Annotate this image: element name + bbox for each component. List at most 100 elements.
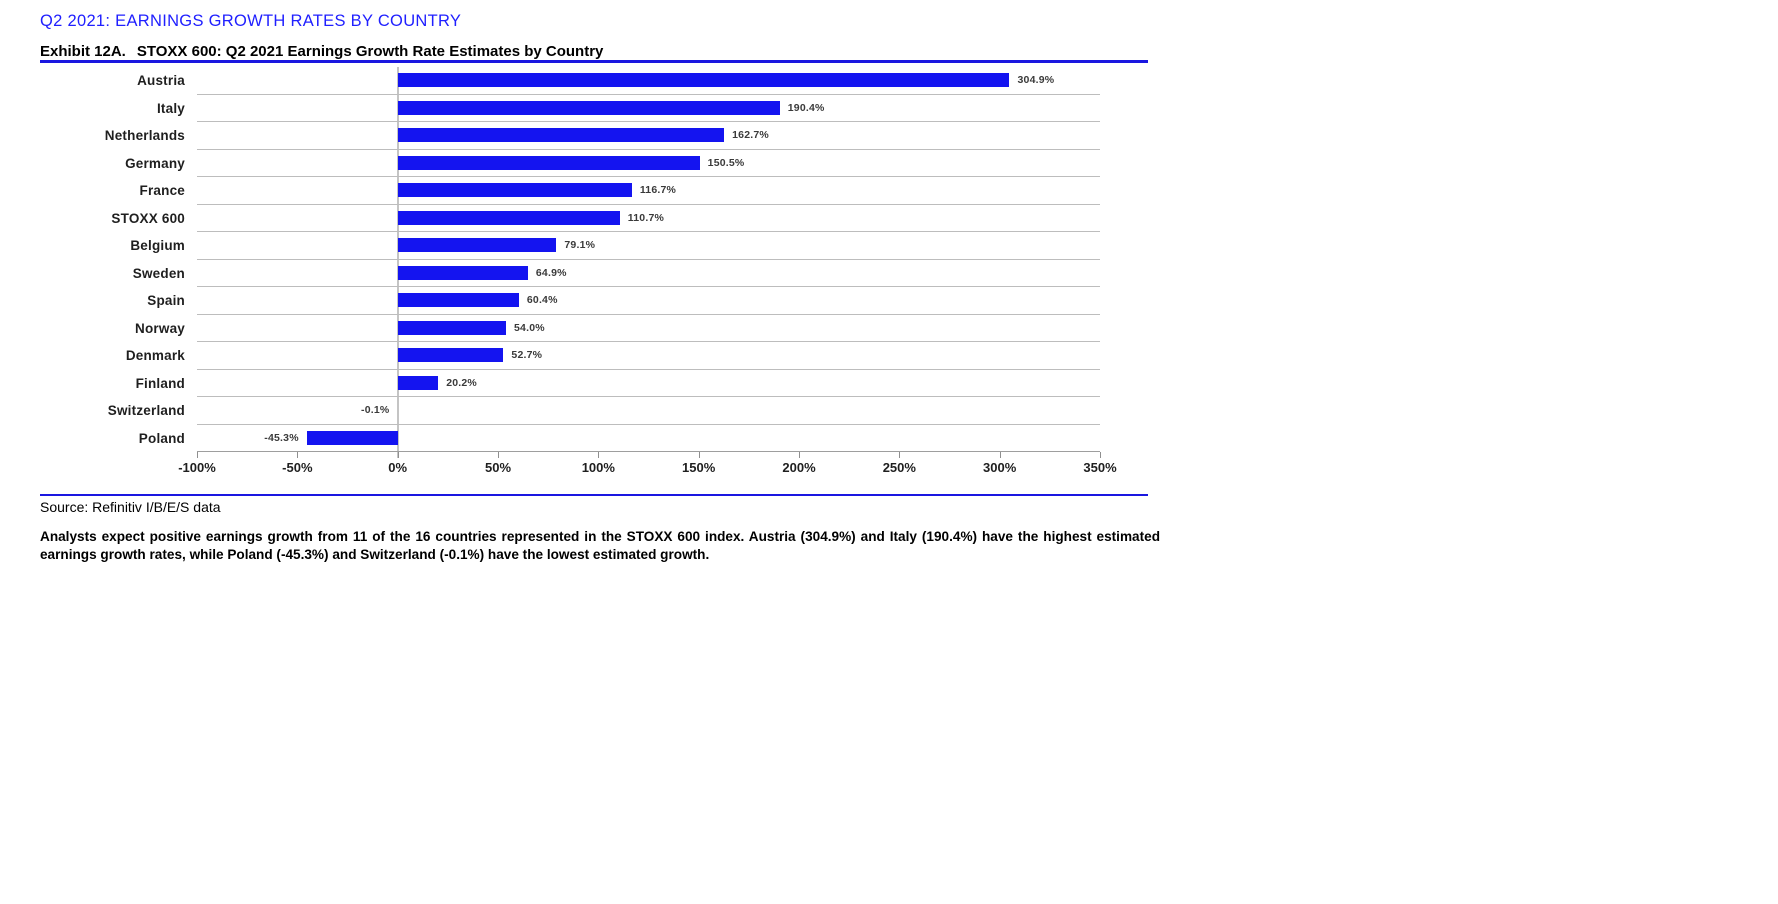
category-label: Poland	[138, 430, 185, 446]
axis-tick-label: 50%	[484, 460, 512, 475]
plot-cell: -0.1%	[197, 397, 1100, 425]
plot-cell: 162.7%	[197, 122, 1100, 150]
category-label: Italy	[156, 100, 185, 116]
chart-row: STOXX 600 110.7%	[40, 205, 1100, 232]
axis-tick	[598, 452, 600, 458]
axis-tick	[698, 452, 700, 458]
plot-cell: 52.7%	[197, 342, 1100, 370]
axis-tick	[999, 452, 1001, 458]
commentary-paragraph: Analysts expect positive earnings growth…	[40, 529, 1160, 563]
bar-austria	[397, 73, 1010, 88]
chart-row: Belgium 79.1%	[40, 232, 1100, 260]
zero-axis-line	[396, 67, 399, 458]
category-label: Denmark	[125, 348, 185, 364]
chart-row: France 116.7%	[40, 177, 1100, 205]
bar-stoxx-600	[397, 210, 620, 225]
chart-row: Netherlands 162.7%	[40, 122, 1100, 150]
plot-cell: 60.4%	[197, 287, 1100, 315]
value-label: 110.7%	[627, 211, 665, 224]
axis-tick	[397, 452, 399, 458]
value-label: 150.5%	[707, 156, 745, 169]
value-label: 304.9%	[1017, 74, 1055, 87]
bar-sweden	[397, 265, 528, 280]
axis-tick	[297, 452, 299, 458]
category-label: Spain	[147, 293, 185, 309]
plot-cell: 54.0%	[197, 315, 1100, 342]
category-label: Netherlands	[104, 128, 185, 144]
axis-tick-label: -100%	[178, 460, 216, 475]
axis-tick-label: -50%	[282, 460, 313, 475]
category-label: Switzerland	[107, 403, 185, 419]
value-label: -0.1%	[361, 404, 390, 417]
bar-denmark	[397, 348, 504, 363]
axis-tick	[498, 452, 499, 458]
bar-norway	[397, 320, 507, 335]
chart-row: Poland -45.3%	[40, 425, 1100, 452]
source-note: Source: Refinitiv I/B/E/S data	[40, 499, 221, 515]
chart-row: Finland 20.2%	[40, 370, 1100, 397]
category-label: Austria	[137, 73, 185, 89]
category-label: STOXX 600	[111, 210, 185, 226]
bar-netherlands	[397, 128, 725, 143]
value-label: 52.7%	[511, 349, 543, 362]
chart-row: Germany 150.5%	[40, 150, 1100, 177]
axis-tick	[197, 452, 198, 458]
chart-row: Denmark 52.7%	[40, 342, 1100, 370]
plot-cell: 79.1%	[197, 232, 1100, 260]
chart-row: Switzerland -0.1%	[40, 397, 1100, 425]
axis-tick-label: 0%	[388, 460, 408, 475]
exhibit-label: Exhibit 12A.	[40, 43, 126, 60]
value-label: 54.0%	[514, 321, 545, 334]
category-label: Sweden	[132, 265, 185, 281]
value-label: 60.4%	[526, 294, 558, 307]
bar-poland	[306, 430, 398, 445]
value-label: 64.9%	[535, 266, 567, 279]
value-label: 20.2%	[446, 376, 477, 389]
chart-plot-area: Austria 304.9% Italy 190.4% Netherlands 162.7…	[40, 67, 1100, 458]
bar-italy	[397, 100, 780, 115]
axis-tick	[1100, 452, 1101, 458]
page-title: Q2 2021: EARNINGS GROWTH RATES BY COUNTR…	[40, 12, 462, 30]
value-label: 116.7%	[639, 184, 677, 197]
category-label: Finland	[135, 375, 185, 391]
axis-tick	[799, 452, 800, 458]
axis-tick-label: 200%	[782, 460, 816, 475]
bar-germany	[397, 155, 700, 170]
axis-tick-label: 150%	[682, 460, 716, 475]
value-label: -45.3%	[264, 431, 299, 444]
axis-tick-label: 100%	[581, 460, 615, 475]
axis-tick-label: 350%	[1083, 460, 1117, 475]
category-label: Belgium	[130, 238, 185, 254]
plot-cell: -45.3%	[197, 425, 1100, 452]
category-label: France	[139, 183, 185, 199]
earnings-growth-bar-chart: Austria 304.9% Italy 190.4% Netherlands 162.7…	[40, 67, 1117, 482]
plot-cell: 64.9%	[197, 260, 1100, 287]
chart-row: Sweden 64.9%	[40, 260, 1100, 287]
chart-row: Austria 304.9%	[40, 67, 1100, 95]
bar-finland	[397, 375, 439, 390]
plot-cell: 304.9%	[197, 67, 1100, 95]
axis-tick-label: 250%	[882, 460, 916, 475]
category-label: Germany	[125, 155, 185, 171]
value-label: 79.1%	[564, 239, 596, 252]
plot-cell: 20.2%	[197, 370, 1100, 397]
chart-row: Italy 190.4%	[40, 95, 1100, 122]
bar-france	[397, 183, 632, 198]
plot-cell: 110.7%	[197, 205, 1100, 232]
bar-belgium	[397, 238, 557, 253]
exhibit-heading: Exhibit 12A. STOXX 600: Q2 2021 Earnings …	[40, 43, 603, 60]
bottom-divider-rule	[40, 494, 1148, 496]
plot-cell: 116.7%	[197, 177, 1100, 205]
chart-row: Spain 60.4%	[40, 287, 1100, 315]
top-divider-rule	[40, 60, 1148, 63]
value-label: 190.4%	[787, 101, 825, 114]
chart-row: Norway 54.0%	[40, 315, 1100, 342]
x-axis: -100% -50% 0% 50% 100% 150% 200% 250% 300% 350%	[178, 452, 1117, 482]
plot-cell: 150.5%	[197, 150, 1100, 177]
category-label: Norway	[135, 320, 185, 336]
axis-tick-label: 300%	[983, 460, 1017, 475]
value-label: 162.7%	[732, 129, 769, 142]
plot-cell: 190.4%	[197, 95, 1100, 122]
axis-tick	[899, 452, 901, 458]
exhibit-title: STOXX 600: Q2 2021 Earnings Growth Rate …	[136, 43, 604, 60]
